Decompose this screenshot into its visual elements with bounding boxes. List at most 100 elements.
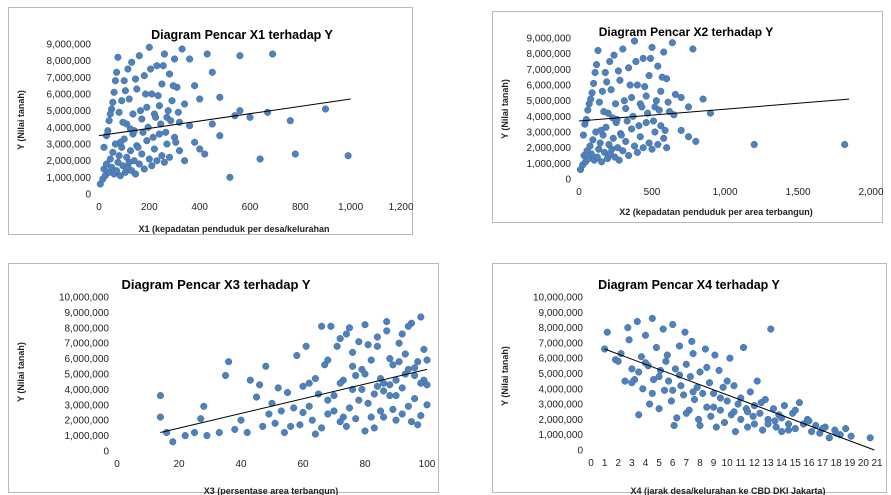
scatter-point xyxy=(662,357,670,365)
y-tick-label: 5,000,000 xyxy=(539,369,584,380)
scatter-point xyxy=(196,95,204,103)
scatter-point xyxy=(345,404,354,412)
x-tick-label: 13 xyxy=(762,458,774,469)
scatter-point xyxy=(398,384,406,392)
scatter-point xyxy=(642,119,650,127)
scatter-point xyxy=(680,391,688,399)
scatter-point xyxy=(287,422,295,430)
scatter-point xyxy=(269,50,277,58)
scatter-point xyxy=(286,117,294,125)
scatter-point xyxy=(646,400,654,408)
trendline xyxy=(160,368,428,434)
scatter-point xyxy=(203,50,211,58)
scatter-point xyxy=(358,365,366,373)
y-tick-label: 0 xyxy=(577,446,583,457)
scatter-point xyxy=(594,46,602,55)
scatter-point xyxy=(734,400,742,408)
scatter-point xyxy=(296,421,304,429)
scatter-point xyxy=(420,345,428,353)
scatter-point xyxy=(626,81,634,89)
x-tick-label: 0 xyxy=(576,187,582,198)
scatter-point xyxy=(750,420,758,428)
y-tick-label: 9,000,000 xyxy=(65,308,110,319)
scatter-point xyxy=(414,421,422,429)
scatter-point xyxy=(154,92,162,100)
scatter-point xyxy=(386,355,394,363)
scatter-point xyxy=(772,423,780,431)
scatter-point xyxy=(318,424,326,432)
chart-panel-x2: Diagram Pencar X2 terhadap Y 0 1,000,000 2,… xyxy=(492,11,884,223)
scatter-point xyxy=(699,95,707,103)
scatter-point xyxy=(148,162,156,170)
scatter-point xyxy=(622,137,630,145)
scatter-point xyxy=(602,123,610,131)
y-tick-label: 4,000,000 xyxy=(539,384,584,395)
y-tick-label: 9,000,000 xyxy=(47,40,92,51)
scatter-point xyxy=(614,357,622,365)
scatter-point xyxy=(614,144,622,152)
x-axis-label: X3 (persentase area terbangun) xyxy=(204,486,339,495)
y-axis-label: Y (Nilai tanah) xyxy=(16,90,26,150)
scatter-point xyxy=(625,151,633,160)
scatter-point xyxy=(780,402,788,410)
y-tick-label: 7,000,000 xyxy=(527,65,572,76)
scatter-point xyxy=(237,416,245,424)
scatter-point xyxy=(100,143,108,151)
scatter-point xyxy=(361,321,369,329)
scatter-point xyxy=(225,358,233,366)
scatter-point xyxy=(361,427,369,435)
x-tick-label: 500 xyxy=(644,187,661,198)
x-tick-label: 10 xyxy=(722,458,734,469)
scatter-point xyxy=(654,140,662,149)
scatter-point xyxy=(246,113,254,121)
y-tick-label: 8,000,000 xyxy=(47,56,92,67)
scatter-point xyxy=(116,138,124,146)
x-tick-label: 100 xyxy=(419,459,436,470)
scatter-point xyxy=(757,399,765,407)
scatter-point xyxy=(114,53,122,61)
scatter-point xyxy=(215,428,223,437)
scatter-point xyxy=(648,43,656,51)
scatter-point xyxy=(842,425,850,433)
scatter-point xyxy=(216,93,224,101)
scatter-point xyxy=(784,420,793,428)
scatter-point xyxy=(370,390,378,398)
scatter-point xyxy=(746,388,754,396)
scatter-point xyxy=(639,54,647,62)
scatter-point xyxy=(645,139,653,147)
scatter-point xyxy=(299,382,307,390)
x-tick-label: 80 xyxy=(359,459,371,470)
scatter-point xyxy=(355,396,363,404)
scatter-point xyxy=(280,428,288,437)
x-tick-label: 400 xyxy=(191,202,208,213)
x-tick-label: 0 xyxy=(114,459,120,470)
scatter-point xyxy=(389,405,397,413)
scatter-point xyxy=(186,55,194,63)
scatter-point xyxy=(164,107,172,115)
scatter-point xyxy=(645,72,653,80)
scatter-point xyxy=(663,144,671,152)
scatter-point xyxy=(615,156,623,164)
scatter-point xyxy=(299,408,307,417)
scatter-point xyxy=(293,351,301,360)
scatter-point xyxy=(703,363,711,371)
y-tick-label: 8,000,000 xyxy=(539,323,584,334)
scatter-point xyxy=(841,140,849,149)
scatter-point xyxy=(689,350,697,358)
scatter-point xyxy=(641,331,650,339)
scatter-point xyxy=(115,152,123,160)
scatter-point xyxy=(808,428,816,436)
scatter-point xyxy=(731,428,739,436)
scatter-point xyxy=(660,134,668,142)
scatter-point xyxy=(108,163,116,171)
scatter-point xyxy=(155,130,163,138)
scatter-point xyxy=(648,314,656,322)
scatter-point xyxy=(642,92,650,100)
chart-x3-svg: Diagram Pencar X3 terhadap Y 0 1,000,000 2,… xyxy=(16,277,436,495)
y-tick-label: 0 xyxy=(565,175,571,186)
scatter-point xyxy=(116,172,124,180)
scatter-point xyxy=(398,410,406,418)
scatter-point xyxy=(646,54,655,62)
y-axis-label: Y (Nilai tanah) xyxy=(16,342,26,402)
scatter-point xyxy=(109,148,117,156)
